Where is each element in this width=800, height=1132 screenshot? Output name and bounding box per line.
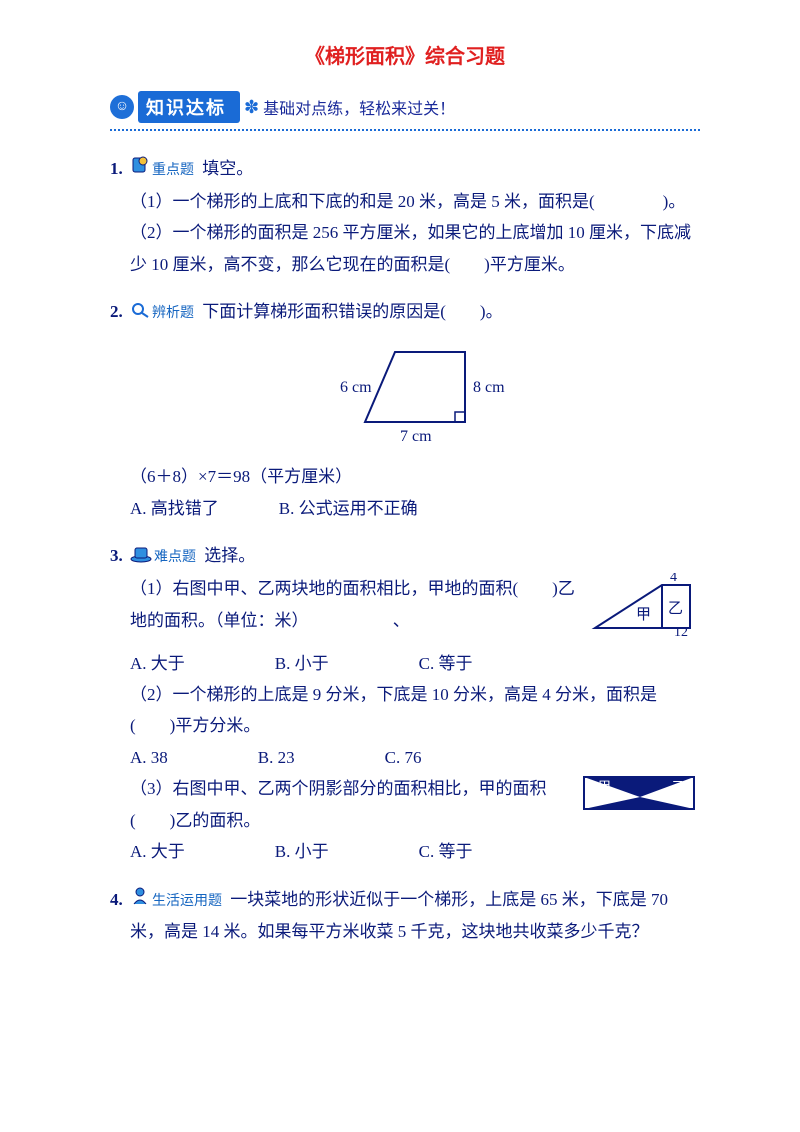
q3-p3: （3）右图中甲、乙两个阴影部分的面积相比，甲的面积( )乙的面积。 <box>130 779 547 829</box>
q4-tag: 生活运用题 <box>152 894 222 909</box>
q1-tag: 重点题 <box>152 163 194 178</box>
q3-p1: （1）右图中甲、乙两块地的面积相比，甲地的面积( )乙地的面积。（单位：米） <box>130 579 575 629</box>
q3f3-l1: 甲 <box>598 779 611 794</box>
q1-head: 填空。 <box>202 159 253 178</box>
q3s1-B: B. 小于 <box>275 648 329 679</box>
question-4: 4. 生活运用题 一块菜地的形状近似于一个梯形，上底是 65 米，下底是 70 … <box>110 884 700 948</box>
q2-fig-left: 6 cm <box>340 379 372 396</box>
section-tab: 知识达标 <box>138 91 240 123</box>
q3-sub3: 甲 乙 （3）右图中甲、乙两个阴影部分的面积相比，甲的面积( )乙的面积。 <box>130 773 700 836</box>
question-3: 3. 难点题 选择。 4 12 甲 乙 （1）右图中甲、乙两块地的面积相比，甲 <box>110 540 700 867</box>
q3f1-bottom: 12 <box>674 625 688 637</box>
q3f1-l1: 甲 <box>636 607 651 623</box>
person-icon <box>130 885 150 916</box>
q3s3-C: C. 等于 <box>419 836 473 867</box>
section-header: ☺ 知识达标 ✽ 基础对点练，轻松来过关！ <box>110 91 700 123</box>
q1-number: 1. <box>110 153 130 184</box>
q3-p2: （2）一个梯形的上底是 9 分米，下底是 10 分米，高是 4 分米，面积是( … <box>130 679 700 742</box>
q3-number: 3. <box>110 540 130 571</box>
q3-head: 选择。 <box>204 546 255 565</box>
magnifier-icon <box>130 298 150 329</box>
q3s3-B: B. 小于 <box>275 836 329 867</box>
q2-tag: 辨析题 <box>152 306 194 321</box>
q2-fig-right: 8 cm <box>473 379 505 396</box>
smiley-icon: ☺ <box>110 95 134 119</box>
q2-fig-bottom: 7 cm <box>400 428 432 445</box>
q3s1-A: A. 大于 <box>130 648 185 679</box>
q3-sub1: 4 12 甲 乙 （1）右图中甲、乙两块地的面积相比，甲地的面积( )乙地的面积… <box>130 573 700 647</box>
q3f1-l2: 乙 <box>668 601 683 617</box>
section-underline <box>110 129 700 131</box>
question-2: 2. 辨析题 下面计算梯形面积错误的原因是( )。 6 cm 8 cm 7 cm… <box>110 296 700 524</box>
q4-number: 4. <box>110 884 130 915</box>
q3s1-C: C. 等于 <box>419 648 473 679</box>
q3s3-A: A. 大于 <box>130 836 185 867</box>
question-1: 1. 重点题 填空。 （1）一个梯形的上底和下底的和是 20 米，高是 5 米，… <box>110 153 700 280</box>
q2-calc: （6＋8）×7＝98（平方厘米） <box>130 461 700 492</box>
q3-figure1: 4 12 甲 乙 <box>590 573 700 647</box>
q2-number: 2. <box>110 296 130 327</box>
worksheet-page: 《梯形面积》综合习题 ☺ 知识达标 ✽ 基础对点练，轻松来过关！ 1. 重点题 … <box>0 0 800 1004</box>
page-title: 《梯形面积》综合习题 <box>110 40 700 69</box>
q2-optA: A. 高找错了 <box>130 493 219 524</box>
q3s2-C: C. 76 <box>385 742 422 773</box>
q3s2-A: A. 38 <box>130 742 168 773</box>
q3f3-l2: 乙 <box>672 779 685 794</box>
flower-icon: ✽ <box>244 97 259 118</box>
q3f1-top: 4 <box>670 573 677 585</box>
q1-part1: （1）一个梯形的上底和下底的和是 20 米，高是 5 米，面积是( )。 <box>130 186 700 217</box>
q3-figure3: 甲 乙 <box>580 773 700 825</box>
section-subtitle: 基础对点练，轻松来过关！ <box>263 95 455 119</box>
q2-optB: B. 公式运用不正确 <box>279 493 418 524</box>
q2-head: 下面计算梯形面积错误的原因是( )。 <box>202 302 502 321</box>
q3s2-B: B. 23 <box>258 742 295 773</box>
key-icon <box>130 154 150 185</box>
q2-figure: 6 cm 8 cm 7 cm <box>110 337 700 457</box>
hat-icon <box>130 542 152 573</box>
q1-part2: （2）一个梯形的面积是 256 平方厘米，如果它的上底增加 10 厘米，下底减少… <box>130 217 700 280</box>
q3-tag: 难点题 <box>154 550 196 565</box>
